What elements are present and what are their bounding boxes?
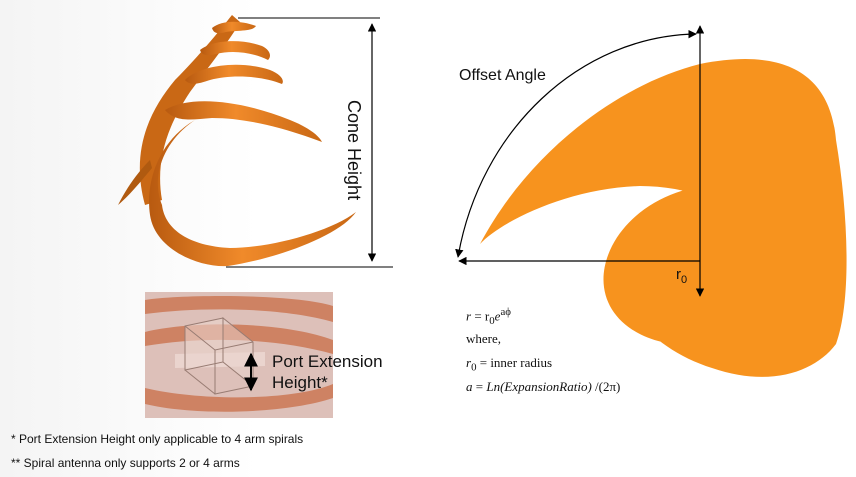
cone-height-dimension [226, 17, 393, 268]
conical-spiral-image [118, 15, 356, 267]
footnote-arm-count: ** Spiral antenna only supports 2 or 4 a… [11, 456, 240, 470]
port-label-line2: Height* [272, 373, 328, 392]
equation-inner-radius: r0 = inner radius [466, 355, 552, 374]
planar-spiral-shape [480, 59, 847, 377]
r0-subscript: 0 [681, 274, 688, 286]
eq1-lhs: r [466, 308, 472, 324]
equation-spiral: r = r0eaϕ [466, 306, 511, 327]
eq4-lhs: a [466, 379, 473, 394]
eq4-fn: Ln(ExpansionRatio) [486, 379, 592, 394]
port-label-line1: Port Extension [272, 352, 383, 371]
r0-letter: r [676, 266, 681, 283]
eq3-lhs: r [466, 355, 472, 370]
equation-where: where, [466, 331, 502, 346]
footnote-port-extension: * Port Extension Height only applicable … [11, 432, 304, 446]
eq3-sub: 0 [471, 361, 477, 374]
eq1-mid: = r [471, 308, 490, 324]
eq1-sub: 0 [489, 314, 495, 327]
eq3-rhs: = inner radius [476, 355, 553, 370]
eq1-exp: aϕ [500, 306, 511, 318]
offset-angle-label: Offset Angle [459, 67, 546, 84]
eq4-eq: = [472, 379, 487, 394]
eq4-tail: /(2π) [591, 379, 621, 394]
offset-angle-construction [455, 25, 705, 297]
port-extension-label: Port Extension Height* [272, 351, 383, 393]
cone-height-label: Cone Height [344, 100, 364, 201]
eq1-base: e [494, 308, 501, 324]
equation-growth-rate: a = Ln(ExpansionRatio) /(2π) [466, 379, 620, 395]
port-extension-inset-image [145, 292, 333, 418]
r0-label: r0 [676, 266, 687, 286]
